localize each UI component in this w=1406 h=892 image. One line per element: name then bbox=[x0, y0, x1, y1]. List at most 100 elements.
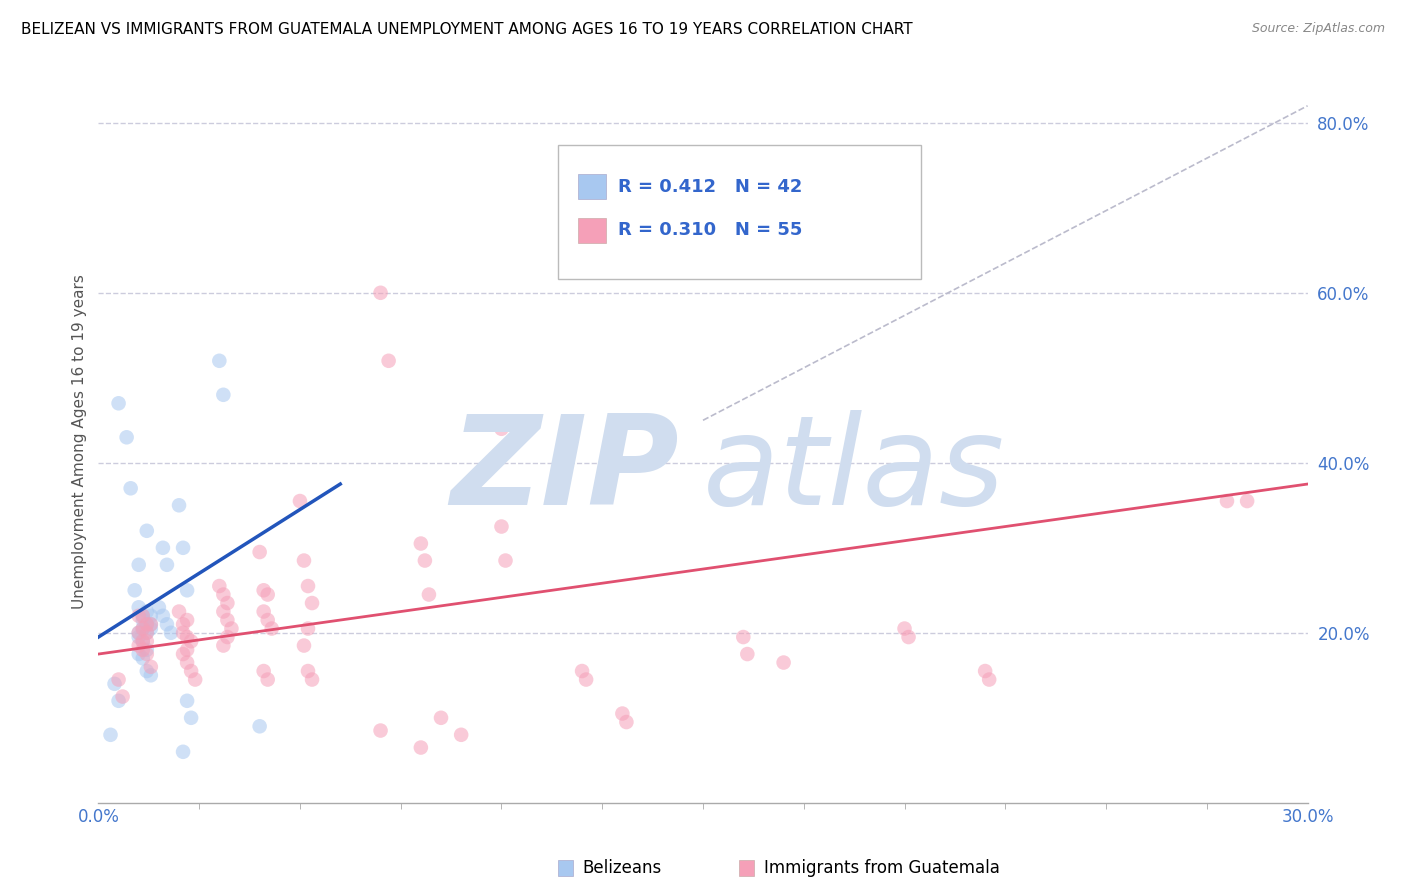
Point bbox=[221, 622, 243, 636]
Point bbox=[167, 605, 190, 619]
Point bbox=[128, 625, 150, 640]
Point bbox=[370, 723, 392, 738]
Point bbox=[148, 600, 170, 615]
Text: Source: ZipAtlas.com: Source: ZipAtlas.com bbox=[1251, 22, 1385, 36]
Point bbox=[176, 613, 198, 627]
Point bbox=[132, 634, 155, 648]
Point bbox=[139, 617, 162, 632]
Point bbox=[292, 639, 315, 653]
Point bbox=[260, 622, 283, 636]
Point bbox=[176, 656, 198, 670]
Point bbox=[135, 617, 157, 632]
Point bbox=[893, 256, 915, 270]
Point bbox=[1216, 494, 1239, 508]
Point bbox=[132, 622, 155, 636]
Text: ZIP: ZIP bbox=[450, 410, 679, 531]
Text: Belizeans: Belizeans bbox=[582, 859, 661, 877]
Point bbox=[772, 656, 794, 670]
Point bbox=[733, 630, 755, 644]
Point bbox=[180, 664, 202, 678]
Point bbox=[301, 673, 323, 687]
Point bbox=[208, 353, 231, 368]
Point bbox=[167, 498, 190, 512]
Point bbox=[172, 617, 194, 632]
FancyBboxPatch shape bbox=[558, 145, 921, 279]
Point bbox=[418, 588, 440, 602]
Bar bbox=[740, 860, 754, 876]
Point bbox=[737, 647, 759, 661]
Point bbox=[128, 639, 150, 653]
Point bbox=[249, 719, 271, 733]
Point bbox=[139, 617, 162, 632]
Point bbox=[128, 630, 150, 644]
Point bbox=[160, 625, 183, 640]
Point bbox=[571, 664, 593, 678]
Point bbox=[217, 613, 239, 627]
Point bbox=[253, 583, 276, 598]
Point bbox=[301, 596, 323, 610]
Point bbox=[135, 625, 157, 640]
Point bbox=[256, 588, 278, 602]
Point bbox=[107, 694, 129, 708]
Point bbox=[132, 622, 155, 636]
Point bbox=[377, 353, 399, 368]
Point bbox=[491, 422, 513, 436]
Point bbox=[176, 583, 198, 598]
Point bbox=[152, 608, 174, 623]
Point bbox=[180, 711, 202, 725]
Point bbox=[139, 668, 162, 682]
Point bbox=[1236, 494, 1258, 508]
Point bbox=[409, 536, 432, 550]
Point bbox=[297, 664, 319, 678]
Point bbox=[292, 553, 315, 567]
Point bbox=[132, 613, 155, 627]
Point bbox=[212, 639, 235, 653]
Point bbox=[132, 608, 155, 623]
Bar bbox=[578, 174, 606, 200]
Text: atlas: atlas bbox=[703, 410, 1005, 531]
Point bbox=[139, 608, 162, 623]
Point bbox=[612, 706, 634, 721]
Point bbox=[156, 617, 179, 632]
Point bbox=[135, 524, 157, 538]
Point bbox=[249, 545, 271, 559]
Point bbox=[172, 647, 194, 661]
Point bbox=[128, 558, 150, 572]
Point bbox=[692, 201, 714, 215]
Point bbox=[135, 664, 157, 678]
Point bbox=[128, 608, 150, 623]
Point bbox=[612, 417, 634, 432]
Point bbox=[128, 625, 150, 640]
Point bbox=[176, 630, 198, 644]
Point bbox=[135, 634, 157, 648]
Point bbox=[253, 664, 276, 678]
Point bbox=[115, 430, 138, 444]
Point bbox=[107, 673, 129, 687]
Point bbox=[100, 728, 122, 742]
Point bbox=[217, 630, 239, 644]
Text: R = 0.310   N = 55: R = 0.310 N = 55 bbox=[619, 221, 803, 239]
Point bbox=[491, 519, 513, 533]
Point bbox=[135, 605, 157, 619]
Point bbox=[495, 553, 517, 567]
Point bbox=[128, 647, 150, 661]
Point bbox=[180, 634, 202, 648]
Point bbox=[132, 651, 155, 665]
Point bbox=[111, 690, 134, 704]
Point bbox=[139, 660, 162, 674]
Bar bbox=[558, 860, 572, 876]
Text: Immigrants from Guatemala: Immigrants from Guatemala bbox=[763, 859, 1000, 877]
Point bbox=[172, 541, 194, 555]
Point bbox=[172, 625, 194, 640]
Point bbox=[212, 605, 235, 619]
Point bbox=[450, 728, 472, 742]
Point bbox=[212, 388, 235, 402]
Point bbox=[156, 558, 179, 572]
Point bbox=[893, 622, 915, 636]
Point bbox=[176, 694, 198, 708]
Point bbox=[575, 673, 598, 687]
Point bbox=[124, 583, 146, 598]
Point bbox=[370, 285, 392, 300]
Point bbox=[616, 714, 638, 729]
Y-axis label: Unemployment Among Ages 16 to 19 years: Unemployment Among Ages 16 to 19 years bbox=[72, 274, 87, 609]
